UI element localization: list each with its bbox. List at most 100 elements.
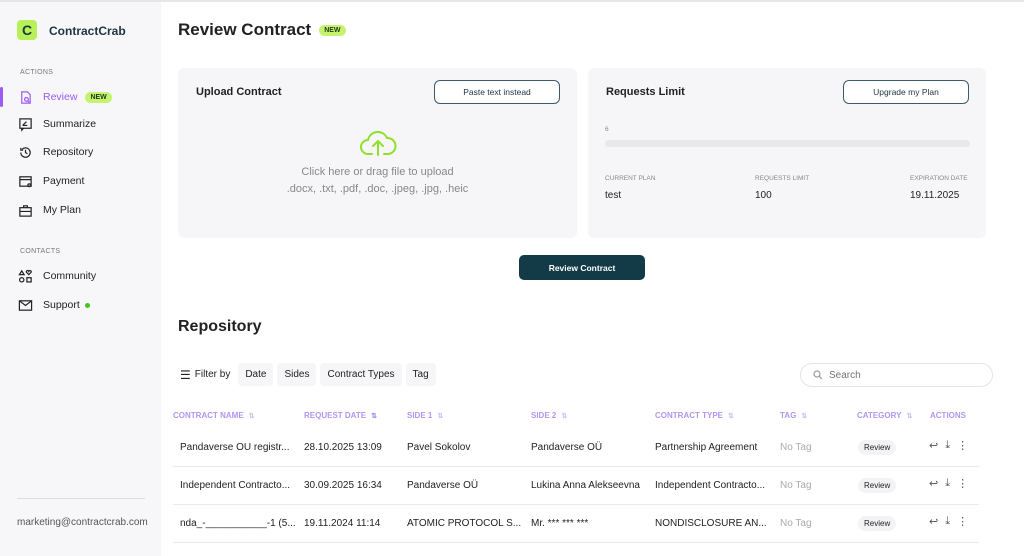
- sidebar-item-my-plan[interactable]: My Plan: [0, 198, 161, 222]
- contacts-section-label: CONTACTS: [20, 248, 61, 255]
- briefcase-icon: [19, 204, 32, 217]
- sidebar-item-repository[interactable]: Repository: [0, 140, 161, 164]
- new-badge: NEW: [85, 91, 112, 103]
- cell-category: Review: [858, 440, 897, 455]
- sidebar-item-review[interactable]: Review NEW: [0, 85, 161, 109]
- filter-contract-types[interactable]: Contract Types: [320, 363, 402, 386]
- sort-icon[interactable]: ⇅: [906, 412, 913, 420]
- sort-icon[interactable]: ⇅: [801, 412, 808, 420]
- requests-limit-card: Requests Limit Upgrade my Plan 6 CURRENT…: [588, 68, 986, 238]
- sidebar-item-label: Payment: [43, 175, 85, 187]
- column-header-side-1[interactable]: SIDE 1 ⇅: [407, 411, 443, 420]
- column-header-actions: ACTIONS: [930, 411, 966, 420]
- more-icon[interactable]: ⋮: [957, 478, 969, 490]
- cell-tag: No Tag: [780, 442, 812, 453]
- download-icon[interactable]: ⤓: [945, 439, 951, 451]
- search-box[interactable]: [800, 363, 993, 387]
- table-row[interactable]: Independent Contracto... 30.09.2025 16:34…: [173, 467, 979, 505]
- requests-limit-value: 100: [755, 190, 772, 201]
- column-header-tag[interactable]: TAG ⇅: [780, 411, 807, 420]
- expiration-value: 19.11.2025: [910, 190, 960, 201]
- divider: [17, 498, 145, 499]
- row-actions: ↩ ⤓ ⋮: [929, 477, 968, 490]
- new-badge: NEW: [319, 24, 346, 36]
- current-plan-label: CURRENT PLAN: [605, 175, 656, 182]
- sidebar-item-label: Support: [43, 299, 80, 311]
- requests-limit-title: Requests Limit: [606, 86, 685, 98]
- column-header-request-date[interactable]: REQUEST DATE ⇅: [304, 411, 377, 420]
- cell-contract-type: Partnership Agreement: [655, 442, 758, 453]
- cell-contract-name: Pandaverse OU registr...: [180, 442, 290, 453]
- mail-icon: [18, 299, 33, 311]
- table-row[interactable]: Pandaverse OU registr... 28.10.2025 13:09…: [173, 429, 979, 467]
- upgrade-plan-button[interactable]: Upgrade my Plan: [843, 80, 969, 104]
- row-actions: ↩ ⤓ ⋮: [929, 439, 968, 452]
- review-contract-button[interactable]: Review Contract: [519, 255, 645, 280]
- search-input[interactable]: [829, 369, 979, 381]
- review-icon: [21, 90, 31, 104]
- reply-icon[interactable]: ↩: [929, 478, 939, 490]
- sort-icon[interactable]: ⇅: [561, 412, 568, 420]
- sidebar-item-summarize[interactable]: Summarize: [0, 112, 161, 136]
- sidebar-item-label: Community: [43, 270, 97, 282]
- payment-icon: [19, 175, 32, 187]
- more-icon[interactable]: ⋮: [957, 516, 969, 528]
- sort-icon[interactable]: ⇅: [728, 412, 734, 420]
- upload-title: Upload Contract: [196, 86, 282, 98]
- dropzone[interactable]: Click here or drag file to upload .docx,…: [178, 128, 577, 198]
- filter-bar: ☰ Filter by Date Sides Contract Types Ta…: [180, 363, 436, 386]
- column-header-category[interactable]: CATEGORY ⇅: [857, 411, 912, 420]
- column-header-label: CONTRACT NAME: [173, 411, 244, 420]
- upload-card[interactable]: Upload Contract Paste text instead Click…: [178, 68, 577, 238]
- reply-icon[interactable]: ↩: [929, 440, 939, 452]
- cell-category: Review: [858, 478, 897, 493]
- history-icon: [20, 146, 31, 158]
- sort-icon[interactable]: ⇅: [437, 412, 444, 420]
- cell-side-2: Lukina Anna Alekseevna: [531, 480, 640, 491]
- cell-contract-name: nda_-___________-1 (5...: [180, 518, 296, 529]
- filter-tag[interactable]: Tag: [405, 363, 436, 386]
- upload-formats: .docx, .txt, .pdf, .doc, .jpeg, .jpg, .h…: [286, 183, 469, 195]
- cell-request-date: 19.11.2024 11:14: [304, 518, 381, 529]
- cell-contract-type: NONDISCLOSURE AN...: [655, 518, 767, 529]
- column-header-side-2[interactable]: SIDE 2 ⇅: [531, 411, 567, 420]
- requests-limit-label: REQUESTS LIMIT: [755, 175, 810, 182]
- sort-icon[interactable]: ⇅: [248, 412, 255, 420]
- requests-progress-bar: [605, 140, 970, 147]
- cell-side-2: Mr. *** *** ***: [531, 518, 589, 529]
- cell-contract-type: Independent Contracto...: [655, 480, 766, 491]
- sidebar-item-community[interactable]: Community: [0, 264, 161, 288]
- cell-category: Review: [858, 516, 897, 531]
- reply-icon[interactable]: ↩: [929, 516, 939, 528]
- cell-side-1: Pavel Sokolov: [407, 442, 471, 453]
- column-header-contract-type[interactable]: CONTRACT TYPE ⇅: [655, 411, 734, 420]
- filter-date[interactable]: Date: [238, 363, 274, 386]
- row-actions: ↩ ⤓ ⋮: [929, 515, 968, 528]
- contact-email[interactable]: marketing@contractcrab.com: [17, 517, 148, 528]
- logo-letter: C: [21, 22, 33, 38]
- cell-tag: No Tag: [780, 518, 812, 529]
- more-icon[interactable]: ⋮: [957, 440, 969, 452]
- sidebar-item-payment[interactable]: Payment: [0, 169, 161, 193]
- cell-contract-name: Independent Contracto...: [180, 480, 291, 491]
- search-icon: [813, 370, 823, 380]
- cell-tag: No Tag: [780, 480, 812, 491]
- sort-icon[interactable]: ⇅: [371, 412, 377, 420]
- cell-side-2: Pandaverse OÜ: [531, 442, 603, 453]
- cloud-upload-icon: [359, 130, 396, 156]
- filter-label: Filter by: [194, 369, 231, 380]
- sidebar-item-support[interactable]: Support: [0, 293, 161, 317]
- cell-request-date: 28.10.2025 13:09: [304, 442, 382, 453]
- table-row[interactable]: nda_-___________-1 (5... 19.11.2024 11:14…: [173, 505, 979, 543]
- column-header-contract-name[interactable]: CONTRACT NAME ⇅: [173, 411, 255, 420]
- download-icon[interactable]: ⤓: [945, 515, 951, 527]
- cell-request-date: 30.09.2025 16:34: [304, 480, 382, 491]
- logo[interactable]: C: [17, 20, 37, 40]
- cell-side-1: Pandaverse OÜ: [407, 480, 479, 491]
- filter-sides[interactable]: Sides: [277, 363, 317, 386]
- actions-section-label: ACTIONS: [20, 69, 54, 76]
- paste-text-button[interactable]: Paste text instead: [434, 80, 560, 104]
- community-icon: [18, 269, 32, 283]
- download-icon[interactable]: ⤓: [945, 477, 951, 489]
- brand-name[interactable]: ContractCrab: [49, 24, 126, 38]
